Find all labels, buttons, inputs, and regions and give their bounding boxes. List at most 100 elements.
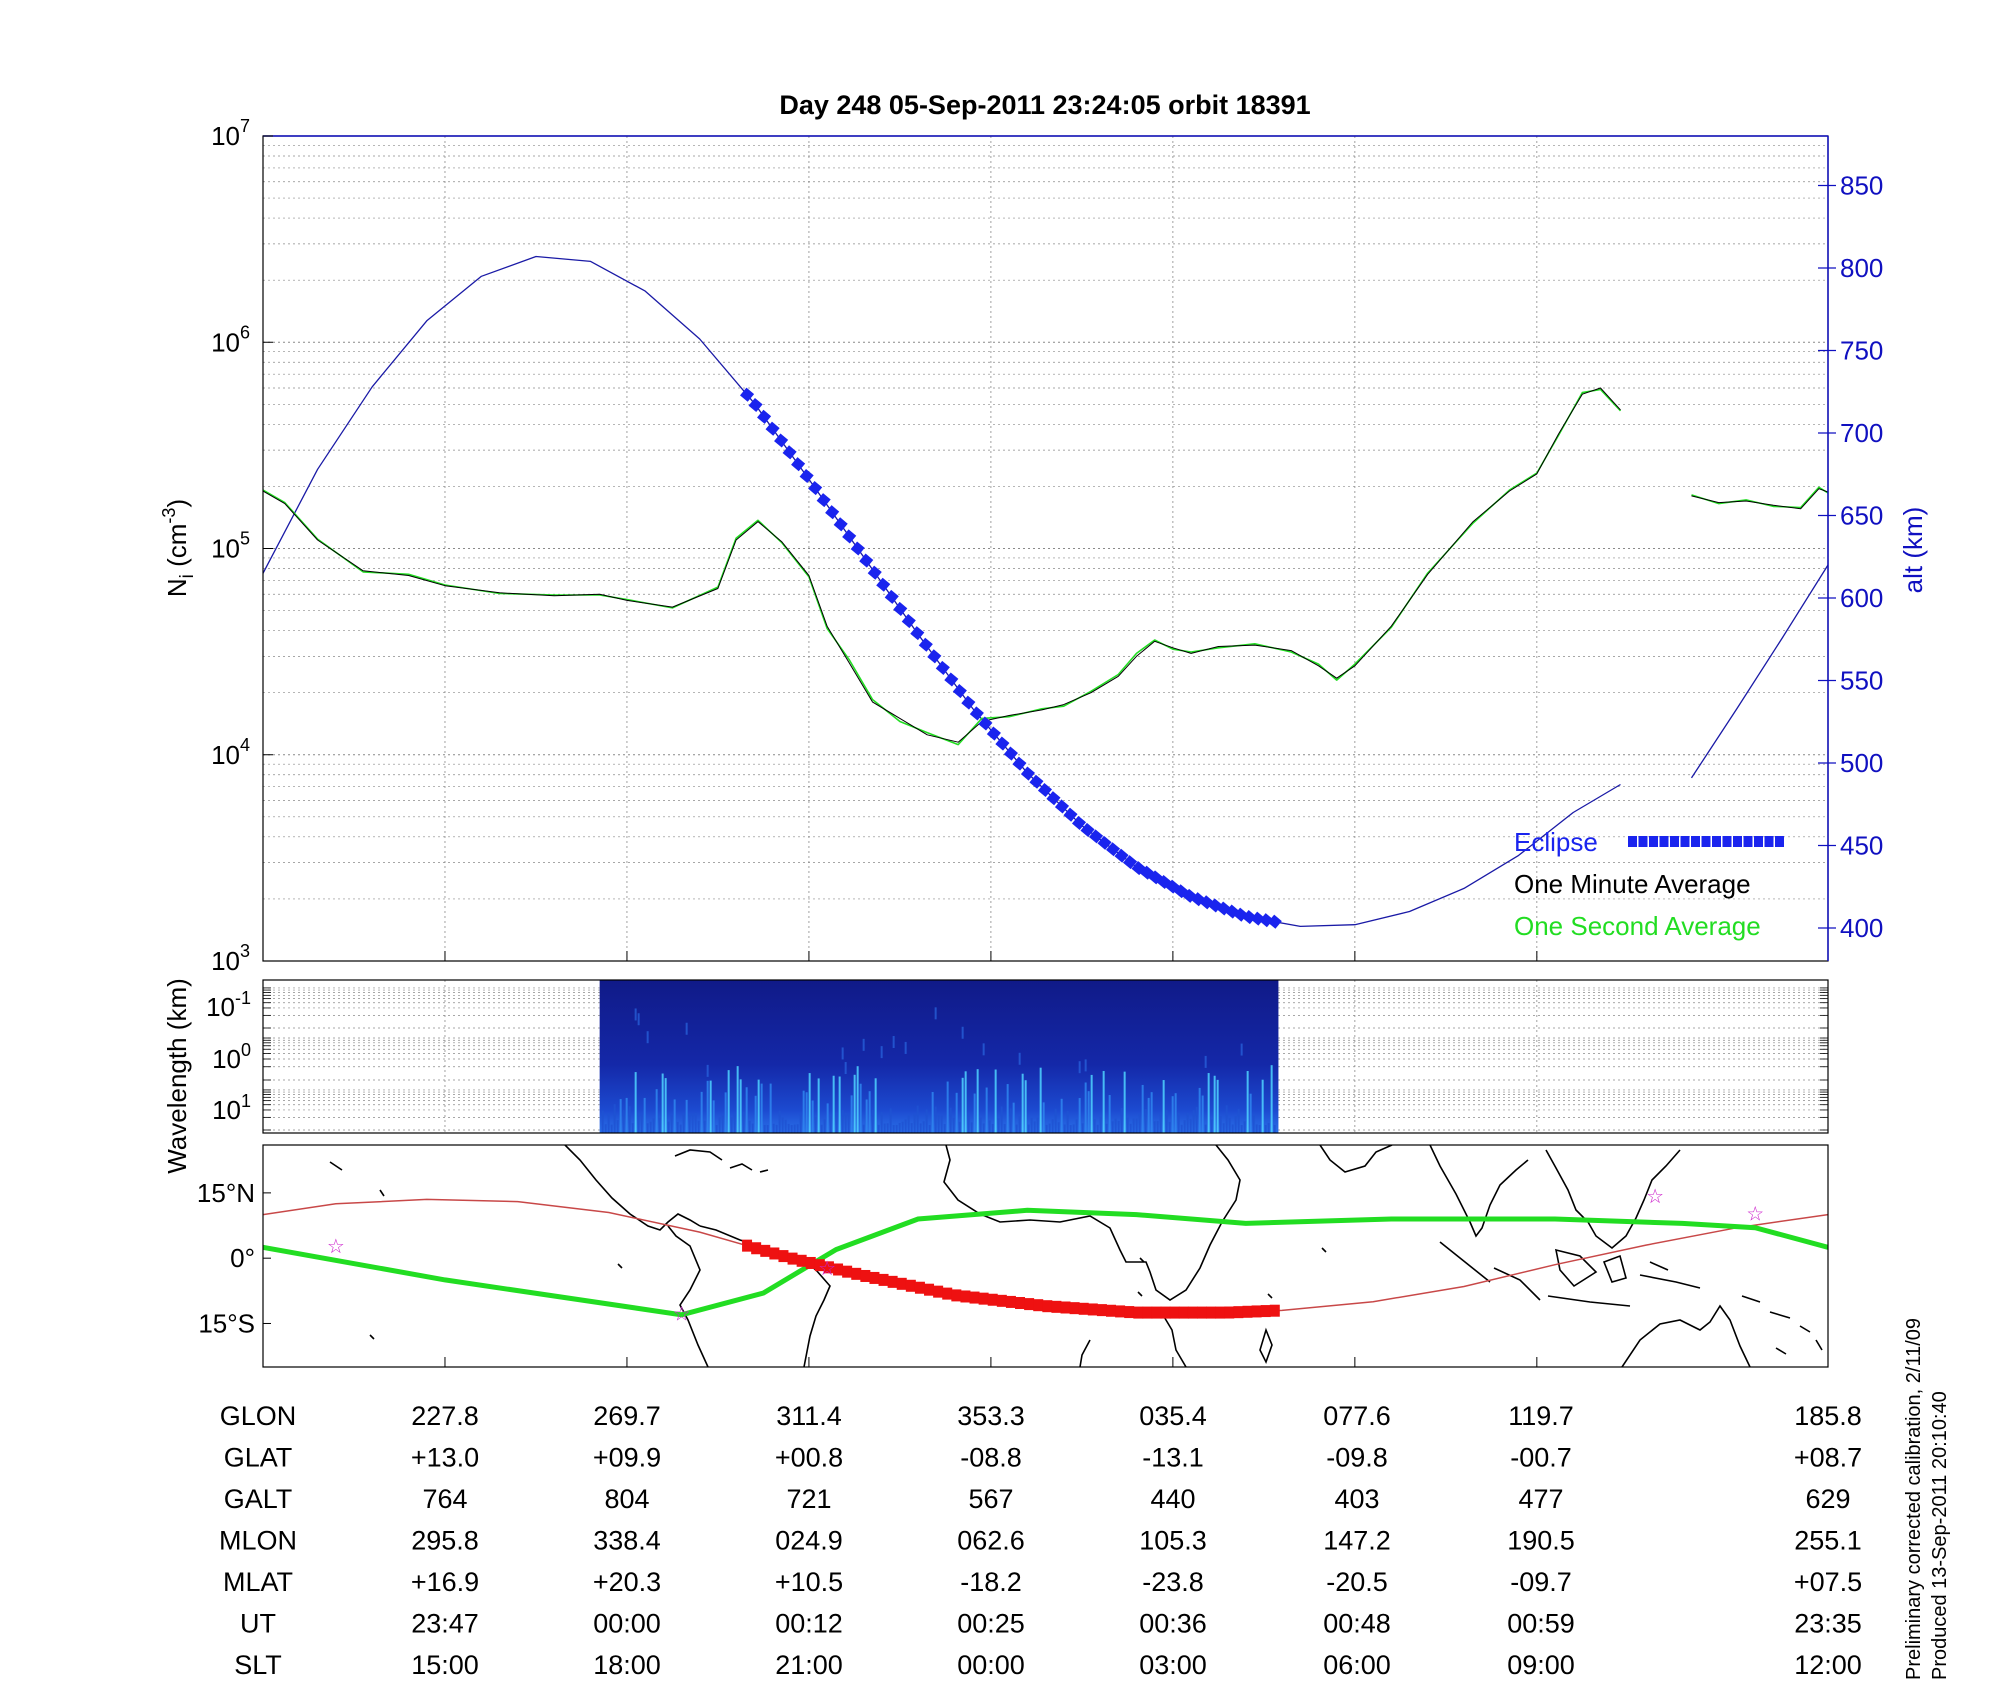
spectrogram-streak xyxy=(877,1124,880,1133)
eclipse-track-marker xyxy=(1115,1305,1126,1318)
spectrogram-streak xyxy=(649,1121,652,1133)
spectrogram-streak xyxy=(904,1119,907,1133)
spectrogram-streak xyxy=(1180,1124,1183,1133)
spectrogram-streak xyxy=(1072,1124,1075,1133)
density-y-tick-label: 105 xyxy=(211,529,250,564)
table-cell: 09:00 xyxy=(1507,1650,1575,1680)
spectrogram-streak xyxy=(901,1121,904,1133)
spectrogram-streak xyxy=(952,1117,955,1133)
spectrogram-streak xyxy=(913,1114,916,1133)
spectrogram-streak xyxy=(844,1112,847,1133)
spectrogram-streak xyxy=(1042,1102,1045,1133)
eclipse-track-marker xyxy=(878,1273,889,1286)
spectrogram-streak xyxy=(1222,1123,1225,1133)
spectrogram-streak xyxy=(643,1097,646,1133)
spectrogram-streak xyxy=(721,1115,724,1133)
eclipse-track-marker xyxy=(805,1256,816,1269)
spectrogram-streak xyxy=(934,1007,937,1020)
eclipse-marker xyxy=(1003,746,1018,761)
spectrogram-streak xyxy=(841,1047,844,1060)
eclipse-track-marker xyxy=(1224,1306,1235,1319)
altitude-y-tick-label: 500 xyxy=(1840,748,1883,778)
table-cell: 721 xyxy=(786,1484,831,1514)
legend: Eclipse One Minute Average One Second Av… xyxy=(1514,827,1784,941)
table-cell: -09.7 xyxy=(1510,1567,1572,1597)
table-cell: 062.6 xyxy=(957,1526,1025,1556)
density-y-ticks: 103 104 105 106 107 xyxy=(211,116,273,976)
spectrogram-streak xyxy=(1030,1117,1033,1133)
spectrogram-streak xyxy=(1168,1121,1171,1133)
density-y-tick-label: 103 xyxy=(211,941,250,976)
spectrogram-streak xyxy=(934,1106,937,1133)
eclipse-track-marker xyxy=(742,1239,753,1252)
spectrogram-streak xyxy=(1135,1118,1138,1133)
table-cell: 15:00 xyxy=(411,1650,479,1680)
spectrogram-streak xyxy=(655,1089,658,1133)
eclipse-track-marker xyxy=(1005,1295,1016,1308)
eclipse-track-marker xyxy=(833,1263,844,1276)
table-cell: +09.9 xyxy=(593,1443,661,1473)
spectrogram-streak xyxy=(1186,1112,1189,1133)
eclipse-track-marker xyxy=(796,1254,807,1267)
eclipse-track-marker xyxy=(1151,1306,1162,1319)
eclipse-marker xyxy=(986,726,1001,741)
star-icon: ☆ xyxy=(1646,1186,1664,1208)
eclipse-track-marker xyxy=(996,1294,1007,1307)
table-cell: 311.4 xyxy=(776,1401,842,1431)
spectrogram-streak xyxy=(1048,1123,1051,1133)
altitude-y-tick-label: 550 xyxy=(1840,666,1883,696)
density-series xyxy=(263,255,1828,929)
table-cell: 269.7 xyxy=(593,1401,661,1431)
map-panel: ☆ ☆ ☆ ☆ ☆ 15°N 0° 15°S xyxy=(197,951,1829,1368)
spectrogram-streak xyxy=(862,1038,865,1051)
spectrogram-streak xyxy=(706,1080,709,1133)
spectrogram-streak xyxy=(1018,1116,1021,1133)
eclipse-track-marker xyxy=(1087,1303,1098,1316)
spectrogram-streak xyxy=(892,1124,895,1133)
spectrogram-streak xyxy=(982,1043,985,1056)
spectrogram-streak xyxy=(1249,1093,1252,1133)
spectrogram-streak xyxy=(1210,1119,1213,1133)
spectrogram-streak xyxy=(769,1083,772,1133)
spectrogram-streak xyxy=(820,1124,823,1133)
spectrogram-streak xyxy=(727,1070,730,1133)
eclipse-track-marker xyxy=(1051,1300,1062,1313)
spectrogram-streak xyxy=(892,1036,895,1049)
table-cell: 119.7 xyxy=(1508,1401,1574,1431)
eclipse-marker xyxy=(782,445,797,460)
eclipse-track-marker xyxy=(1233,1306,1244,1319)
spectrogram-streak xyxy=(691,1113,694,1133)
spectrogram-streak xyxy=(1252,1115,1255,1133)
spectrogram-streak xyxy=(616,1120,619,1133)
legend-eclipse-mark xyxy=(1733,836,1742,847)
eclipse-marker xyxy=(859,553,874,568)
eclipse-marker xyxy=(893,601,908,616)
station-stars: ☆ ☆ ☆ ☆ ☆ xyxy=(327,1186,1764,1326)
spectrogram-streak xyxy=(718,1117,721,1133)
legend-eclipse-mark xyxy=(1628,836,1637,847)
eclipse-track-marker xyxy=(987,1293,998,1306)
spectrogram-streak xyxy=(733,1113,736,1133)
eclipse-marker xyxy=(757,409,772,424)
spectrogram-streak xyxy=(967,1114,970,1133)
spectrogram-streak xyxy=(883,1123,886,1133)
spectrogram-streak xyxy=(673,1099,676,1133)
spectrogram-streak xyxy=(697,1120,700,1133)
spectrogram-streak xyxy=(1009,1108,1012,1133)
table-cell: 295.8 xyxy=(411,1526,479,1556)
spectrogram-streak xyxy=(757,1079,760,1133)
spectrogram-streak xyxy=(1036,1117,1039,1133)
spectrogram-streak xyxy=(1024,1080,1027,1133)
spectrogram-streak xyxy=(823,1119,826,1133)
table-row-label: UT xyxy=(240,1609,276,1639)
spectrogram-streak xyxy=(1264,1124,1267,1133)
legend-eclipse-mark xyxy=(1712,836,1721,847)
spectrogram-streak xyxy=(811,1100,814,1133)
footnote-calibration: Preliminary corrected calibration, 2/11/… xyxy=(1903,1318,1925,1680)
spectrogram-streak xyxy=(613,1104,616,1133)
eclipse-marker xyxy=(1123,855,1138,870)
spectrogram-streak xyxy=(988,1120,991,1133)
eclipse-track-marker xyxy=(924,1283,935,1296)
spectrogram-streak xyxy=(814,1117,817,1133)
legend-eclipse-mark xyxy=(1701,836,1711,847)
